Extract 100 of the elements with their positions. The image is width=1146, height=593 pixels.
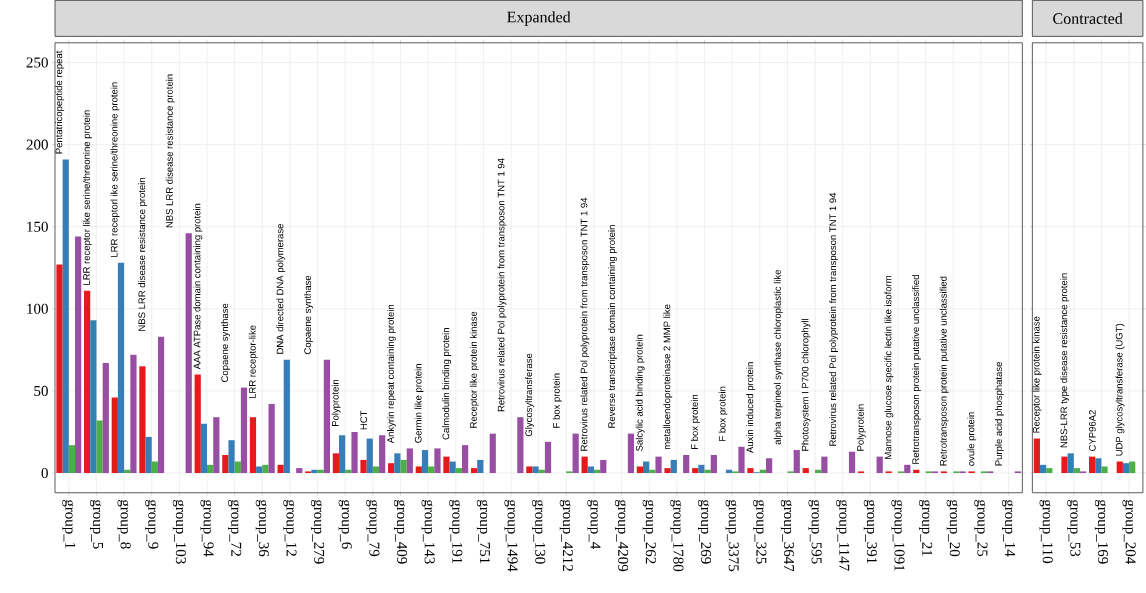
bar <box>428 466 435 474</box>
bar <box>1116 461 1123 474</box>
bar <box>704 469 711 474</box>
x-tick-label: group_325 <box>753 500 767 564</box>
bar <box>75 236 82 474</box>
x-tick-label: group_36 <box>255 500 269 557</box>
x-tick-label: group_21 <box>919 500 933 556</box>
annotation: Pentatricopeptide repeat <box>55 50 65 154</box>
annotation: Copaene synthase <box>221 303 230 383</box>
annotation: Retrovirus related Pol polyprotein from transposon TNT 1 94 <box>829 192 839 446</box>
bar <box>544 441 552 474</box>
annotation: Retrotransposon protein putative unclassified <box>912 275 921 464</box>
bar <box>759 469 767 474</box>
annotation: Retrotransposon protein putative unclassified <box>939 276 949 466</box>
annotation: Copaene synthase <box>304 275 313 355</box>
bar <box>587 466 594 474</box>
annotation: Purple acid phosphatase <box>994 362 1004 466</box>
annotation: Ankyrin repeat containing protein <box>386 305 396 444</box>
bar <box>802 468 809 474</box>
bar <box>443 456 450 474</box>
bar <box>526 466 533 474</box>
bar <box>913 469 920 474</box>
bar <box>815 469 822 474</box>
annotation: Salcylic acid binding protein <box>635 334 645 452</box>
y-tick-label: 150 <box>27 221 48 232</box>
bar <box>56 264 63 474</box>
x-tick-label: group_103 <box>172 500 186 564</box>
bar <box>157 336 165 474</box>
bar <box>317 469 324 474</box>
bar <box>62 159 69 474</box>
bar <box>249 417 257 474</box>
bar <box>876 456 883 474</box>
bar <box>283 359 290 474</box>
bar <box>151 461 158 474</box>
annotation: Photosystem I P700 chlorophyll <box>801 319 811 451</box>
bar <box>692 468 699 474</box>
bar <box>228 440 235 474</box>
bar <box>200 423 208 474</box>
bar <box>1039 464 1047 474</box>
x-tick-label: group_204 <box>1122 500 1136 565</box>
x-tick-label: group_94 <box>200 500 214 557</box>
x-tick-label: group_5 <box>89 500 103 549</box>
x-tick-label: group_3647 <box>780 500 795 572</box>
annotation: DNA directed DNA polymerase <box>276 224 286 354</box>
bar <box>372 466 380 474</box>
x-tick-label: group_3375 <box>725 500 739 572</box>
bar <box>207 464 214 474</box>
bar <box>139 366 146 474</box>
x-tick-label: group_130 <box>532 500 546 564</box>
bar <box>332 453 339 474</box>
bar <box>256 466 263 474</box>
bar <box>821 456 828 474</box>
x-tick-label: group_53 <box>1067 500 1081 557</box>
bar <box>572 433 579 474</box>
bar <box>379 435 386 474</box>
bar <box>848 451 856 474</box>
annotation: F box protein <box>552 373 562 428</box>
bar <box>96 420 103 474</box>
bar <box>710 455 717 474</box>
bar <box>296 468 303 474</box>
bar <box>455 468 462 474</box>
bar <box>636 466 644 474</box>
x-tick-label: group_79 <box>366 500 380 557</box>
y-tick-label: 0 <box>41 468 48 479</box>
annotation: Reverse transcriptase domain containing protein <box>608 225 617 428</box>
bar <box>766 458 773 474</box>
bar <box>400 460 407 474</box>
x-tick-label: group_279 <box>311 500 325 564</box>
bar <box>649 469 656 474</box>
chart-title: Expanded <box>507 11 571 26</box>
x-tick-label: group_4209 <box>615 500 629 572</box>
bar <box>124 469 131 474</box>
x-tick-label: group_72 <box>228 500 242 557</box>
x-tick-label: group_4 <box>587 500 601 550</box>
bar <box>477 460 484 474</box>
bar <box>102 363 109 474</box>
annotation: LRR receptor-like <box>248 325 258 399</box>
annotation: NBS LRR disease resistance protein <box>138 178 148 331</box>
bar <box>725 469 733 474</box>
bar <box>1061 456 1068 474</box>
bar <box>406 448 413 474</box>
annotation: F box protein <box>718 386 728 441</box>
x-tick-label: group_1147 <box>836 500 850 571</box>
annotation: Retrovirus related Pol polyprotein from transposon TNT 1 94 <box>497 158 507 412</box>
x-tick-label: group_391 <box>863 500 877 564</box>
x-tick-label: group_169 <box>1094 500 1109 564</box>
annotation: Polyprotein <box>331 380 341 427</box>
bar <box>222 455 229 474</box>
bar <box>434 448 441 474</box>
y-tick-label: 250 <box>26 57 48 68</box>
x-tick-label: group_8 <box>117 500 131 549</box>
bar <box>345 469 352 474</box>
bar <box>1046 468 1053 474</box>
annotation: ovule protein <box>967 412 977 466</box>
annotation: AAA ATPase domain containing protein <box>193 203 203 370</box>
bar <box>351 432 358 474</box>
y-tick-label: 200 <box>26 139 48 150</box>
x-tick-label: group_1494 <box>504 500 518 572</box>
x-tick-label: group_751 <box>476 500 490 564</box>
annotation: NBS-LRR type disease resistance protein <box>1060 273 1070 448</box>
